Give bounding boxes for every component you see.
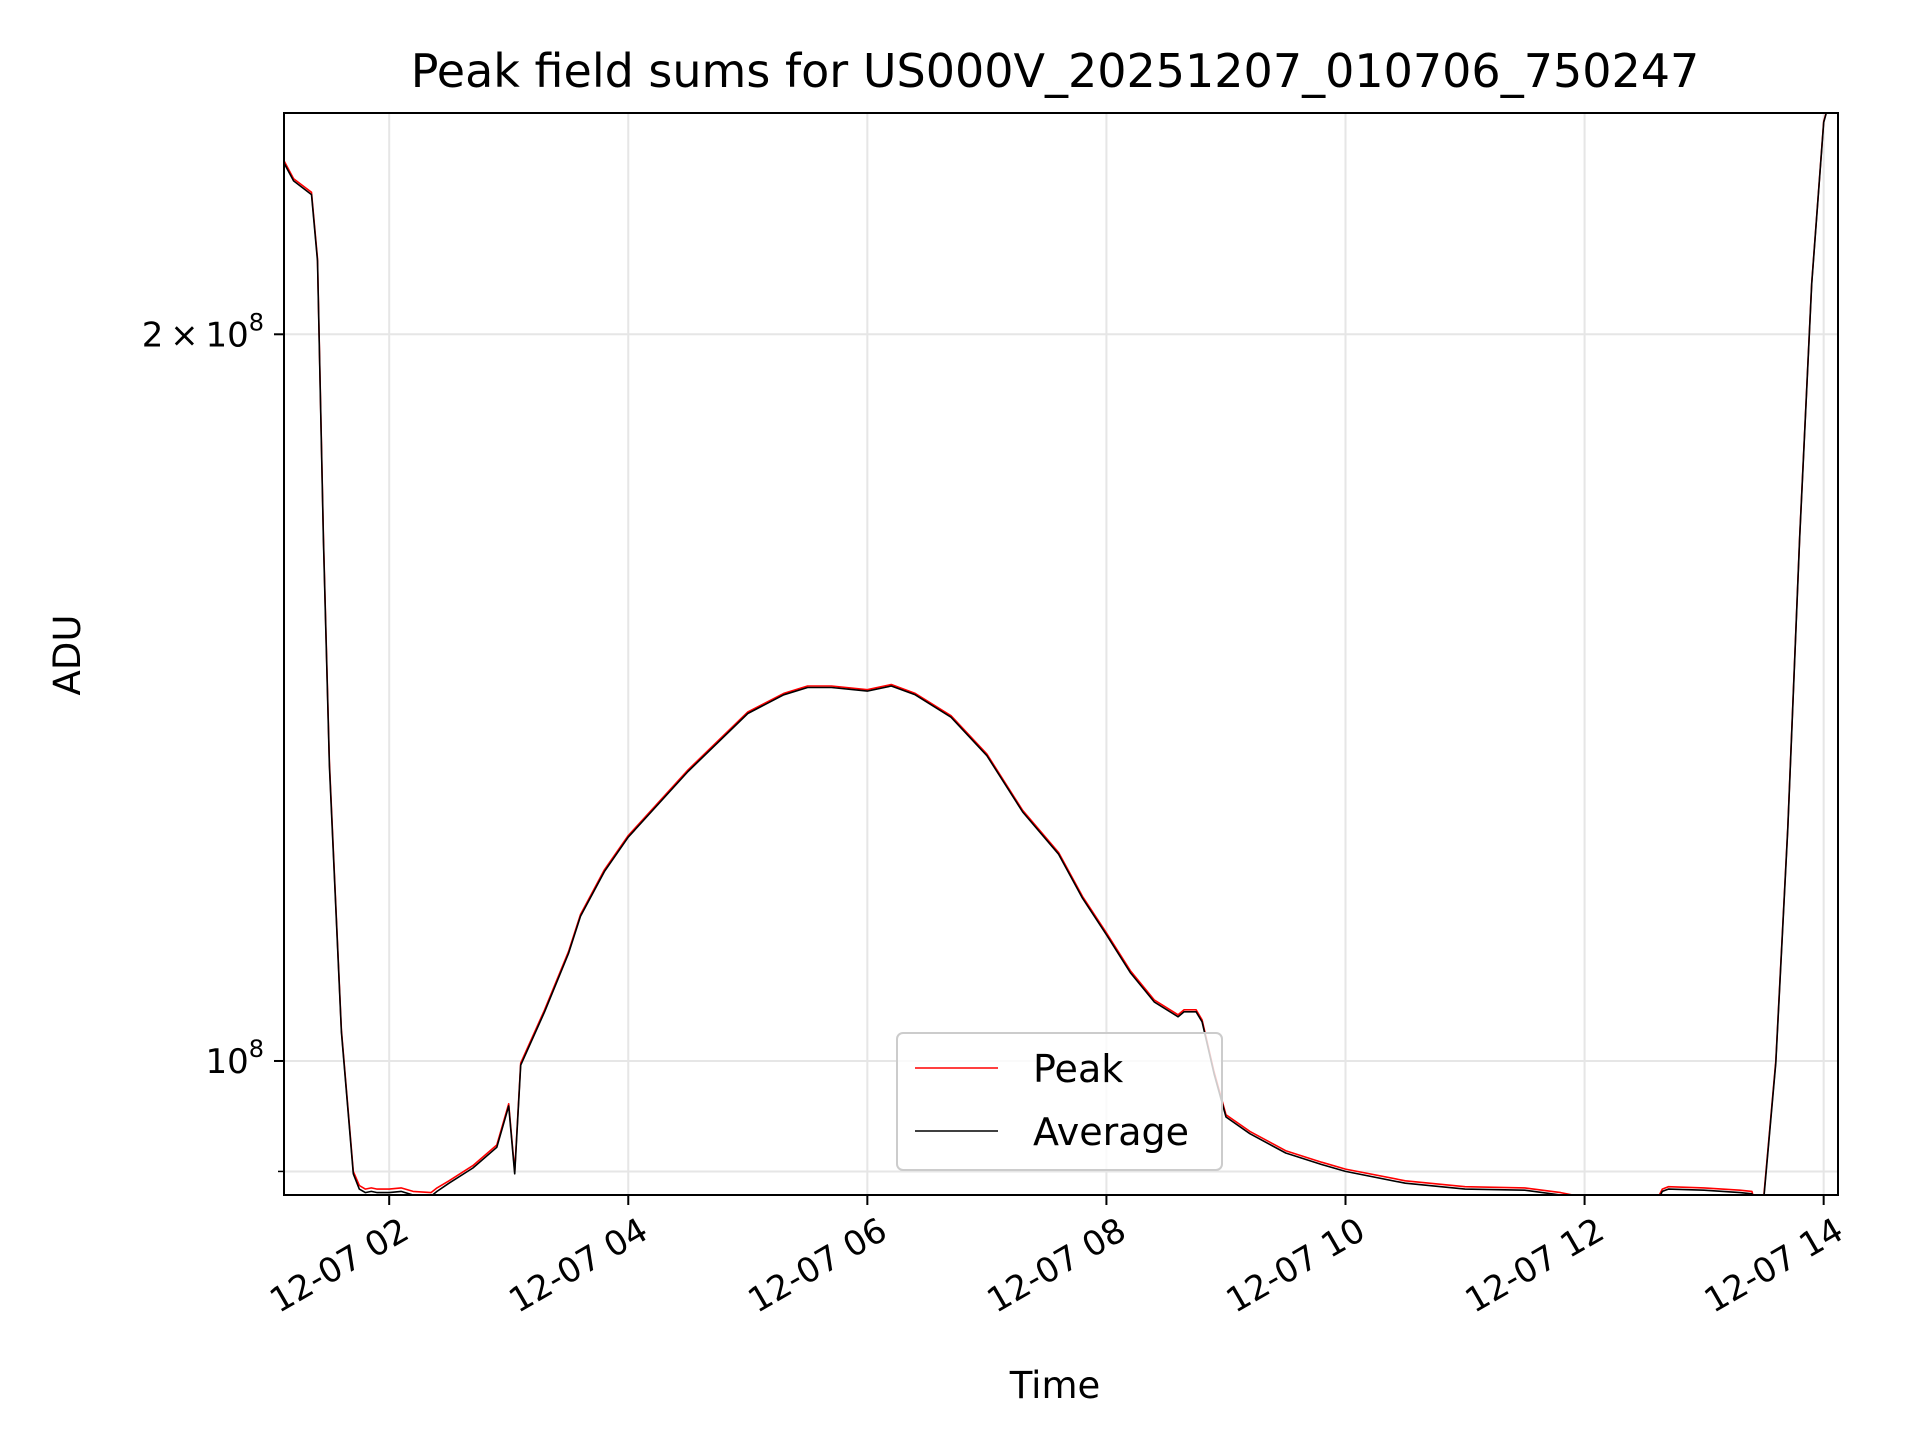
y-tick-exponent: 8 — [249, 308, 264, 336]
plot-frame — [283, 112, 1839, 1196]
series-line-average — [284, 113, 1828, 1195]
chart-title: Peak field sums for US000V_20251207_0107… — [411, 44, 1700, 98]
y-tick-exponent: 8 — [249, 1035, 264, 1063]
y-tick-base: 10 — [205, 1042, 248, 1082]
legend: Peak Average — [896, 1032, 1223, 1171]
series-group — [284, 113, 1828, 1195]
y-tick-label: 2 × 108 — [142, 308, 264, 355]
y-tick-label: 108 — [205, 1035, 264, 1082]
legend-label-peak: Peak — [1033, 1047, 1123, 1091]
y-axis-label: ADU — [46, 615, 89, 696]
x-axis-label: Time — [1009, 1364, 1101, 1407]
series-line-peak — [284, 113, 1827, 1195]
legend-label-average: Average — [1033, 1110, 1189, 1154]
y-tick-base: 2 × 10 — [142, 315, 249, 355]
